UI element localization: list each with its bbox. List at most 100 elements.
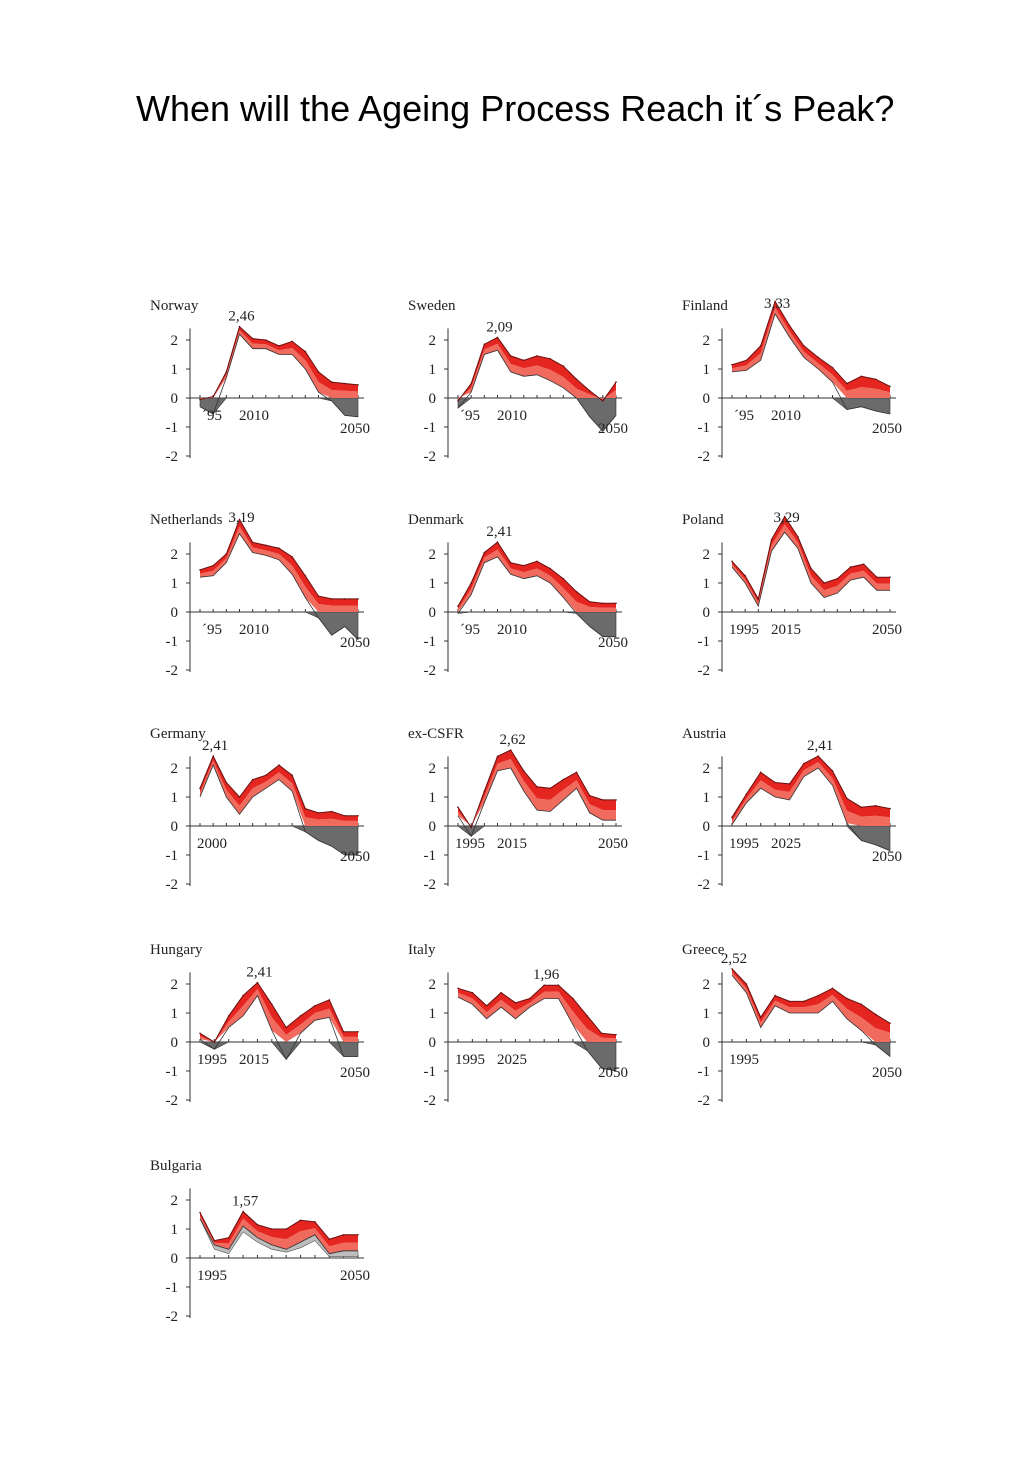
data-point xyxy=(831,987,834,990)
peak-label: 2,41 xyxy=(202,738,228,754)
data-point xyxy=(330,810,333,813)
data-point xyxy=(588,390,591,392)
upper-edge-line xyxy=(199,1210,358,1242)
data-point xyxy=(330,381,333,383)
lower-edge-line xyxy=(199,764,358,856)
data-point xyxy=(496,541,499,543)
y-tick-label: 2 xyxy=(429,547,437,563)
data-point xyxy=(549,358,551,360)
y-tick-label: 0 xyxy=(429,1035,437,1051)
y-tick-label: 2 xyxy=(703,547,711,563)
data-point xyxy=(615,799,617,801)
data-point xyxy=(523,359,525,362)
data-point xyxy=(744,575,746,577)
chart-panel-norway: Norway 2 1 0 -1 -2 2,46 ´95 2010 2050 xyxy=(150,296,400,486)
y-tick-label: -1 xyxy=(166,420,179,436)
chart-svg: Norway 2 1 0 -1 -2 2,46 ´95 2010 2050 xyxy=(150,298,370,465)
y-tick-label: 1 xyxy=(429,576,437,592)
data-point xyxy=(889,807,891,810)
data-point xyxy=(836,577,839,580)
data-point xyxy=(860,375,863,378)
negative-band xyxy=(732,397,891,415)
data-point xyxy=(470,382,472,385)
y-tick-label: 0 xyxy=(429,605,437,621)
upper-edge-line xyxy=(731,515,890,601)
y-tick-label: 1 xyxy=(429,790,437,806)
peak-label: 3,19 xyxy=(228,510,254,526)
y-tick-label: 1 xyxy=(703,790,711,806)
lower-edge-line xyxy=(199,1218,358,1255)
y-tick-label: 2 xyxy=(703,977,711,993)
lower-edge-line xyxy=(731,312,891,415)
chart-title: Finland xyxy=(682,298,728,314)
data-point xyxy=(317,812,320,814)
peak-label: 2,52 xyxy=(721,951,747,967)
y-tick-label: 1 xyxy=(703,576,711,592)
data-point xyxy=(485,1005,488,1007)
data-point xyxy=(803,345,805,347)
data-point xyxy=(514,1002,517,1004)
chart-panel-austria: Austria 2 1 0 -1 -2 2,41 1995 2025 2050 xyxy=(682,724,932,914)
x-tick-label: ´95 xyxy=(734,408,754,424)
data-point xyxy=(846,797,848,800)
data-point xyxy=(803,762,805,765)
x-tick-label: 1995 xyxy=(729,622,759,638)
peak-label: 2,62 xyxy=(500,732,526,748)
data-point xyxy=(876,576,878,578)
peak-label: 2,41 xyxy=(486,524,512,540)
data-point xyxy=(783,515,786,518)
data-point xyxy=(470,582,472,584)
y-tick-label: 1 xyxy=(171,362,179,378)
y-tick-label: 1 xyxy=(171,1006,179,1022)
data-point xyxy=(831,366,834,369)
y-tick-label: -1 xyxy=(698,420,711,436)
data-point xyxy=(500,991,502,994)
data-point xyxy=(731,816,733,819)
chart-svg: Denmark 2 1 0 -1 -2 2,41 ´95 2010 2050 xyxy=(408,512,628,679)
data-point xyxy=(523,770,525,772)
data-point xyxy=(797,535,799,538)
x-tick-label: 2050 xyxy=(598,1065,628,1081)
page-title: When will the Ageing Process Reach it´s … xyxy=(136,88,895,129)
y-tick-label: -2 xyxy=(698,449,711,465)
data-point xyxy=(774,994,776,997)
data-point xyxy=(291,340,293,343)
data-point xyxy=(803,1000,805,1003)
chart-panel-ex-csfr: ex-CSFR 2 1 0 -1 -2 2,62 1995 2015 2050 xyxy=(408,724,658,914)
data-point xyxy=(344,598,346,600)
upper-band xyxy=(732,516,890,603)
negative-band xyxy=(732,825,891,852)
upper-band xyxy=(732,968,890,1033)
data-point xyxy=(496,336,499,339)
y-tick-label: 0 xyxy=(703,605,711,621)
y-tick-label: -1 xyxy=(166,1280,179,1296)
data-point xyxy=(602,400,604,402)
data-point xyxy=(256,981,259,984)
chart-svg: Poland 2 1 0 -1 -2 3,29 1995 2015 2050 xyxy=(682,510,902,679)
x-tick-label: 2050 xyxy=(340,421,370,437)
data-point xyxy=(536,560,538,563)
y-tick-label: 1 xyxy=(429,362,437,378)
data-point xyxy=(874,804,877,807)
upper-band xyxy=(732,756,890,821)
data-point xyxy=(317,371,320,373)
peak-label: 2,46 xyxy=(228,309,255,325)
data-point xyxy=(457,605,459,607)
data-point xyxy=(588,794,591,797)
y-tick-label: 0 xyxy=(171,1251,179,1267)
data-point xyxy=(615,381,617,383)
data-point xyxy=(536,355,538,357)
data-point xyxy=(199,569,201,571)
x-tick-label: 2050 xyxy=(340,1268,370,1284)
x-tick-label: 1995 xyxy=(197,1052,227,1068)
data-point xyxy=(265,339,267,341)
y-tick-label: 2 xyxy=(171,977,179,993)
upper-band xyxy=(458,750,616,828)
x-tick-label: 2050 xyxy=(872,849,902,865)
upper-band xyxy=(458,337,616,401)
chart-title: Italy xyxy=(408,942,436,958)
y-tick-label: -2 xyxy=(166,1309,179,1325)
data-point xyxy=(304,807,307,810)
data-point xyxy=(199,787,201,790)
data-point xyxy=(225,781,228,784)
